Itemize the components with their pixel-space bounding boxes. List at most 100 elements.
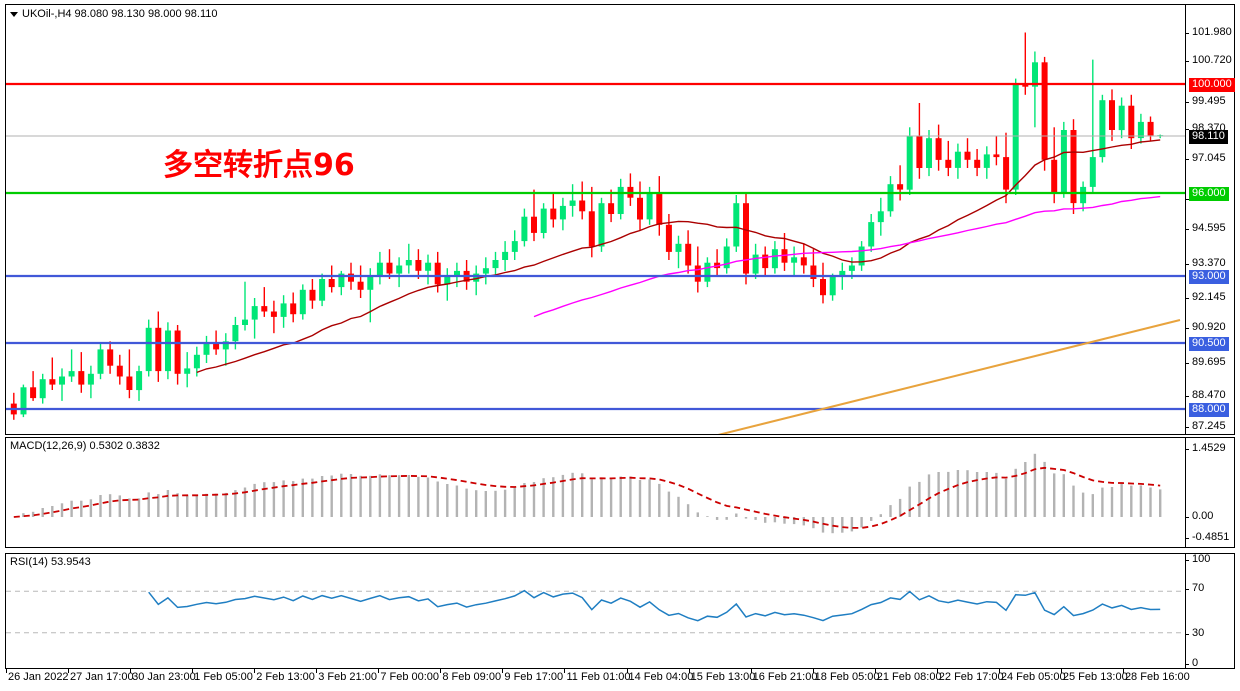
price-level-badge: 98.110 [1189, 130, 1228, 144]
time-axis-label: 11 Feb 01:00 [566, 671, 631, 683]
macd-tick-label: -0.4851 [1192, 531, 1230, 543]
candle-body [800, 257, 807, 266]
time-axis-label: 30 Jan 23:00 [132, 671, 196, 683]
candle-body [608, 203, 615, 214]
candle-body [1032, 62, 1038, 87]
price-tick-mark [1185, 298, 1189, 299]
candle-body [848, 265, 855, 271]
candle-body [858, 246, 865, 266]
candle-body [348, 273, 354, 282]
candle-body [280, 303, 287, 317]
candle-body [232, 325, 239, 342]
candle-body [396, 265, 403, 274]
candle-body [839, 270, 846, 277]
candle-body [704, 262, 711, 282]
candle-body [319, 279, 326, 301]
candle-body [68, 371, 75, 377]
candle-body [1137, 121, 1144, 139]
candle-body [155, 327, 162, 372]
candle-body [752, 254, 759, 274]
price-tick-label: 88.470 [1192, 389, 1226, 401]
macd-tick-mark [1185, 517, 1189, 518]
candle-body [338, 273, 345, 288]
candle-body [511, 241, 518, 252]
candle-body [386, 262, 393, 274]
rsi-label: RSI(14) 53.9543 [10, 556, 91, 568]
price-tick-mark [1185, 61, 1189, 62]
candle-body [492, 260, 499, 269]
price-level-badge: 88.000 [1189, 403, 1229, 417]
rsi-panel[interactable] [5, 553, 1235, 669]
time-axis-label: 9 Feb 17:00 [504, 671, 564, 683]
candle-body [1109, 100, 1115, 130]
time-tick-mark [750, 669, 752, 673]
price-plot-area [6, 5, 1185, 434]
candle-body [184, 368, 191, 374]
candle-body [251, 306, 258, 320]
rsi-tick-mark [1185, 560, 1189, 561]
time-axis-label: 14 Feb 04:00 [628, 671, 694, 683]
candle-body [954, 151, 961, 168]
macd-axis-divider [1185, 437, 1186, 548]
price-tick-mark [1185, 396, 1189, 397]
candle-body [78, 371, 85, 385]
price-tick-label: 93.370 [1192, 257, 1226, 269]
price-tick-label: 101.980 [1192, 26, 1232, 38]
time-axis: 26 Jan 2022 27 Jan 17:00 30 Jan 23:00 1 Feb… [0, 669, 1240, 691]
candle-body [59, 376, 65, 385]
candle-body [222, 341, 229, 350]
candle-body [993, 154, 1000, 158]
candle-body [521, 216, 528, 242]
macd-label: MACD(12,26,9) 0.5302 0.3832 [10, 440, 160, 452]
candle-body [598, 203, 605, 247]
price-tick-mark [1185, 199, 1189, 200]
price-level-badge: 90.500 [1189, 337, 1229, 351]
candle-body [193, 354, 200, 369]
candle-body [203, 344, 210, 355]
price-tick-label: 100.720 [1192, 54, 1232, 66]
price-level-badge: 96.000 [1189, 187, 1229, 201]
time-tick-mark [1122, 669, 1124, 673]
ma-fast-line [196, 139, 1161, 374]
candle-body [299, 289, 306, 315]
candle-body [637, 197, 643, 220]
time-tick-mark [502, 669, 504, 673]
rsi-tick-label: 30 [1192, 627, 1205, 639]
candle-body [434, 262, 441, 285]
triangle-down-icon[interactable] [10, 11, 18, 17]
candle-body [945, 159, 952, 168]
time-axis-label: 27 Jan 17:00 [70, 671, 134, 683]
time-tick-mark [564, 669, 566, 673]
price-chart-panel[interactable] [5, 4, 1235, 435]
price-tick-label: 94.595 [1192, 222, 1226, 234]
candle-body [694, 265, 701, 282]
candle-body [1070, 130, 1077, 204]
candle-body [656, 192, 663, 225]
price-tick-mark [1185, 427, 1189, 428]
candle-body [174, 330, 181, 374]
ma-slow-line [533, 195, 1161, 318]
price-tick-label: 99.495 [1192, 95, 1226, 107]
candle-body [165, 330, 171, 372]
symbol-header[interactable]: UKOil-,H4 98.080 98.130 98.000 98.110 [10, 8, 218, 20]
price-level-badge: 100.000 [1189, 78, 1235, 92]
candle-body [550, 208, 557, 220]
time-tick-mark [812, 669, 814, 673]
time-tick-mark [378, 669, 380, 673]
macd-signal-line [13, 466, 1161, 529]
candle-body [771, 249, 778, 269]
time-tick-mark [1060, 669, 1062, 673]
time-axis-label: 3 Feb 21:00 [318, 671, 377, 683]
ascending-trendline[interactable] [710, 319, 1181, 434]
candle-body [87, 373, 94, 385]
price-tick-label: 97.045 [1192, 152, 1226, 164]
candle-body [1051, 159, 1058, 193]
rsi-axis: 100 70 30 0 [1185, 553, 1240, 669]
candle-body [1099, 100, 1106, 158]
candle-body [116, 365, 123, 377]
candle-body [1012, 84, 1019, 190]
candle-body [213, 344, 220, 350]
candle-body [415, 260, 422, 271]
candle-body [367, 276, 374, 290]
